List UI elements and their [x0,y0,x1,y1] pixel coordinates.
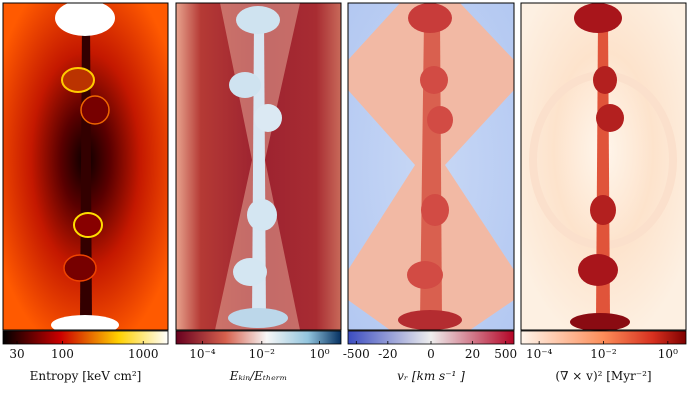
colorbar-tick-label: -500 [343,347,370,361]
colorbar-tick-label: 500 [494,347,517,361]
colorbar-tick-label: 1000 [128,347,159,361]
colorbar-tick-label: 30 [9,347,24,361]
colorbar [2,330,169,345]
colorbar [175,330,342,345]
panel-entropy [2,0,169,335]
colorbar-tick-label: 10⁻² [590,347,617,361]
colorbar-tick-label: 10⁰ [310,347,330,361]
colorbar-label: Eₖᵢₙ/Eₜₕₑᵣₘ [229,369,288,383]
colorbar-tick-label: 10⁰ [658,347,678,361]
colorbar-label: Entropy [keV cm²] [30,369,142,383]
colorbar-tick-label: 10⁻² [249,347,276,361]
panel-vorticity [520,2,687,331]
colorbar-tick-label: -20 [378,347,397,361]
colorbar-tick-label: 0 [427,347,435,361]
colorbar-tick-label: 10⁻⁴ [189,347,216,361]
colorbar-tick-label: 10⁻⁴ [526,347,553,361]
panel-velocity [347,2,515,331]
colorbar-label: (∇ × v)² [Myr⁻²] [555,369,651,383]
panel-kinetic [175,2,342,331]
colorbar-tick-label: 20 [465,347,480,361]
colorbar-tick-label: 100 [51,347,74,361]
colorbar-label: vᵣ [km s⁻¹ ] [397,369,465,383]
